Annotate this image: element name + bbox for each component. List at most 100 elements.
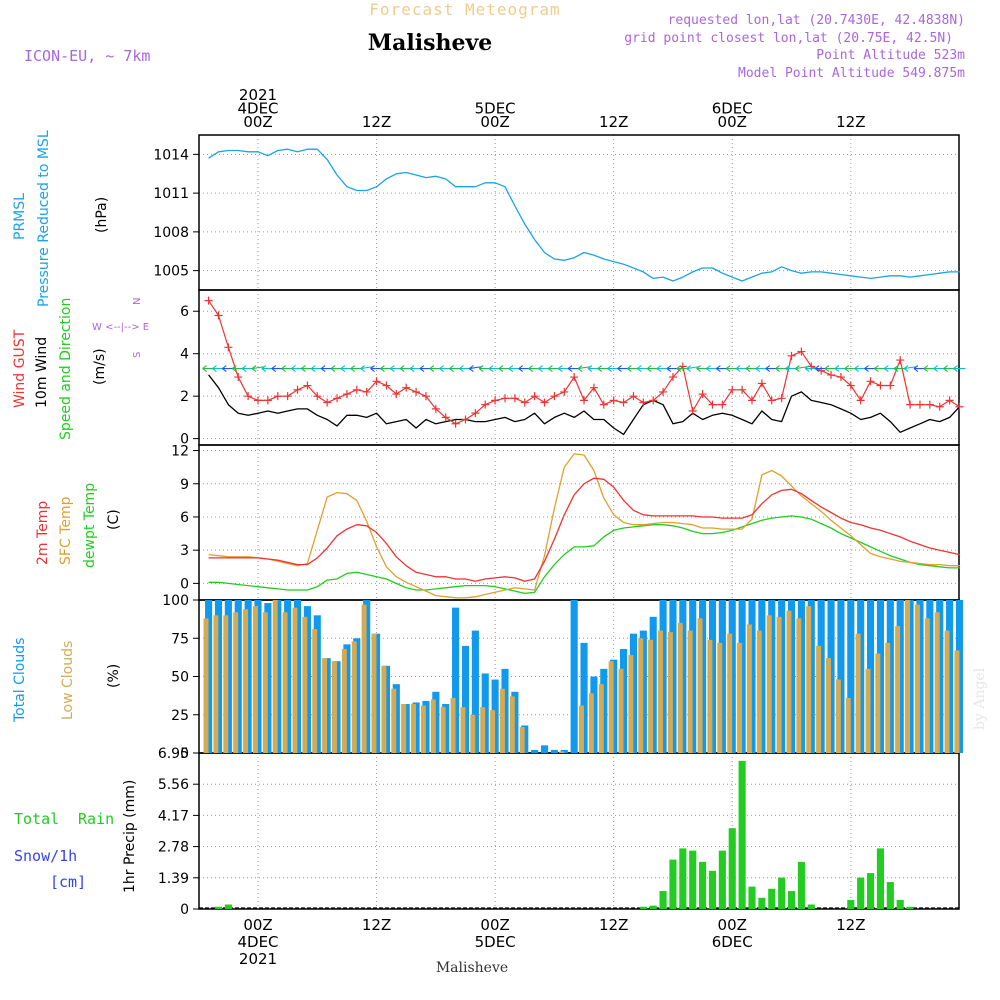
low-cloud-bar: [687, 630, 693, 753]
gust-marker: [915, 400, 924, 409]
total-cloud-bar: [471, 630, 479, 753]
total-cloud-bar: [214, 600, 223, 753]
model-point-altitude: Model Point Altitude 549.875m: [738, 66, 965, 81]
wind-direction-arrow: [251, 365, 265, 373]
total-cloud-bar: [293, 600, 302, 753]
low-cloud-bar: [381, 665, 387, 753]
total-cloud-bar: [392, 684, 400, 753]
gust-marker: [629, 392, 638, 401]
wind-ytick-label: 6: [180, 304, 189, 320]
rain-bar: [867, 873, 875, 909]
total-cloud-bar: [758, 600, 766, 753]
low-cloud-bar: [648, 639, 654, 753]
low-cloud-bar: [391, 688, 397, 753]
rain-bar: [708, 870, 717, 909]
rain-bar: [659, 891, 667, 909]
gust-marker: [244, 392, 253, 401]
rain-bar: [758, 897, 766, 909]
top-time-label: 2021: [239, 86, 277, 104]
gust-marker: [491, 396, 500, 405]
gust-marker: [827, 370, 836, 379]
bottom-time-label: 5DEC: [475, 933, 516, 951]
low-cloud-bar: [658, 630, 664, 753]
low-cloud-bar: [233, 612, 239, 753]
gust-marker: [925, 400, 934, 409]
clouds-ytick-label: 100: [162, 593, 189, 609]
gust-marker: [688, 407, 697, 416]
gust-marker: [342, 390, 351, 399]
precip-ytick-label: 5.56: [158, 777, 189, 793]
wind-ylabel: Wind GUST 10m Wind Speed and Direction (…: [12, 298, 149, 440]
total-cloud-bar: [649, 616, 657, 753]
low-cloud-bar: [717, 642, 723, 753]
rain-bar: [807, 904, 815, 909]
gust-marker: [580, 396, 589, 405]
rain-bar: [857, 877, 865, 909]
gust-marker: [777, 394, 786, 403]
gust-marker: [619, 398, 628, 407]
precip-ytick-label: 6.95: [158, 746, 189, 762]
footer-location: Malisheve: [436, 960, 508, 976]
forecast-title: Forecast Meteogram: [369, 0, 560, 19]
total-cloud-bar: [412, 702, 420, 753]
rain-bar: [886, 882, 894, 909]
total-cloud-bar: [432, 691, 440, 753]
gust-marker: [955, 402, 964, 411]
wind-series: [202, 296, 966, 436]
bottom-time-label: 00Z: [718, 916, 747, 934]
temp-panel-frame: [198, 444, 960, 601]
t2m-line: [208, 477, 960, 582]
gust-marker: [797, 347, 806, 356]
cloud-series: [203, 600, 964, 753]
total-cloud-bar: [876, 600, 884, 753]
total-cloud-bar: [768, 600, 776, 753]
sfc-label: SFC Temp: [58, 496, 74, 565]
low-cloud-bar: [282, 612, 288, 753]
location-title: Malisheve: [368, 30, 492, 56]
low-cloud-bar: [766, 615, 772, 753]
rain-label: Rain: [78, 810, 114, 828]
gust-marker: [303, 381, 312, 390]
low-cloud-bar: [806, 606, 812, 753]
low-cloud-bar: [203, 618, 209, 753]
low-cloud-bar: [341, 648, 347, 753]
total-cloud-bar: [244, 600, 252, 753]
pressure-ytick-label: 1005: [153, 264, 189, 280]
low-cloud-bar: [875, 653, 881, 753]
gust-marker: [886, 381, 895, 390]
total-cloud-bar: [679, 600, 687, 753]
total-cloud-bar: [521, 725, 529, 753]
total-cloud-bar: [867, 600, 875, 753]
rain-bar: [669, 859, 677, 909]
top-time-label: 6DEC: [712, 100, 753, 118]
low-cloud-bar: [638, 638, 644, 753]
sfc-temp-line: [208, 453, 960, 599]
low-cloud-bar: [677, 622, 683, 753]
pressure-panel-frame: [198, 134, 960, 291]
gust-marker: [214, 311, 223, 320]
precip-ytick-label: 0: [180, 902, 189, 918]
low-cloud-bar: [855, 633, 861, 753]
total-cloud-bar: [382, 665, 390, 753]
clouds-ytick-label: 25: [171, 708, 189, 724]
low-cloud-bar: [499, 688, 505, 753]
rain-bar: [847, 900, 855, 909]
low-cloud-bar: [559, 751, 565, 753]
wind-label: 10m Wind: [34, 337, 50, 408]
low-cloud-bar: [411, 704, 417, 753]
wind-ytick-label: 2: [180, 389, 189, 405]
wind-direction-arrow: [686, 365, 699, 373]
wind-direction-arrow: [903, 365, 917, 373]
bottom-time-label: 4DEC: [237, 933, 278, 951]
bottom-time-label: 12Z: [599, 916, 628, 934]
gust-marker: [876, 381, 885, 390]
gust-line: [208, 300, 960, 425]
total-cloud-bar: [501, 668, 509, 753]
low-cloud-bar: [905, 600, 911, 753]
total-cloud-bar: [738, 600, 746, 753]
total-cloud-bar: [284, 600, 292, 753]
gust-marker: [263, 396, 272, 405]
low-cloud-bar: [816, 645, 822, 753]
gust-marker: [224, 343, 233, 352]
